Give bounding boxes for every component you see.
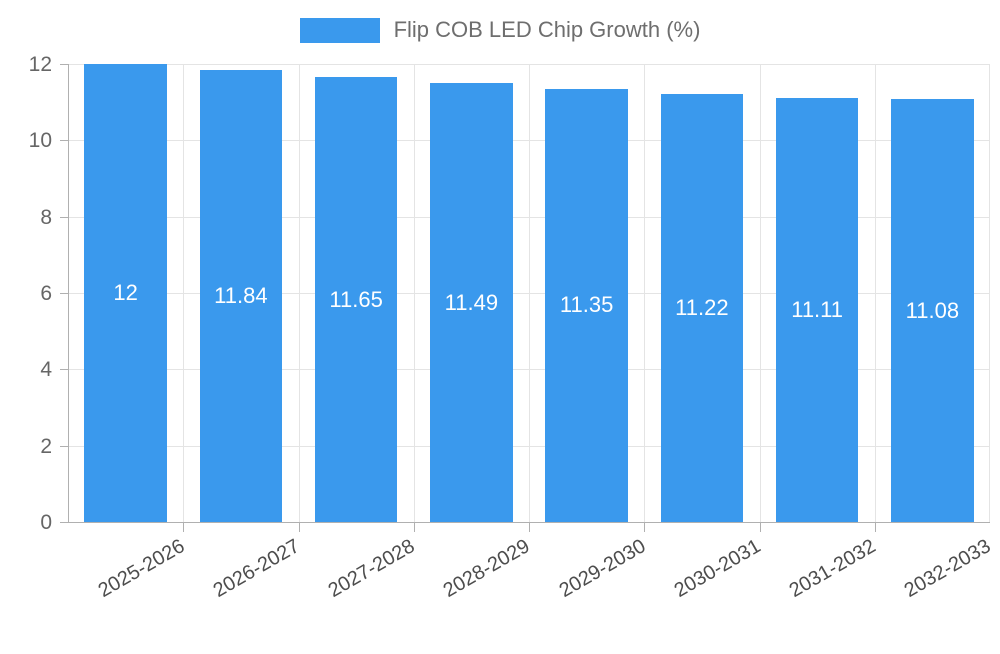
y-axis-tick-mark: [60, 293, 68, 294]
y-axis-tick-mark: [60, 140, 68, 142]
bar-value-label: 11.35: [559, 292, 614, 318]
bar-value-label: 11.65: [329, 286, 383, 312]
y-axis-tick-mark: [60, 64, 68, 65]
y-axis-tick-mark: [60, 522, 68, 523]
gridline-vertical: [644, 64, 645, 522]
bar-value-label: 11.84: [214, 283, 268, 309]
bar-value-label: 11.49: [444, 289, 499, 315]
bar-value-label: 11.11: [791, 296, 844, 322]
bar[interactable]: [430, 83, 513, 522]
y-axis-tick-label: 2: [40, 434, 52, 458]
y-axis-tick-label: 0: [40, 511, 52, 534]
x-axis-tick-mark: [760, 523, 761, 532]
chart-legend: Flip COB LED Chip Growth (%): [0, 10, 1000, 50]
bar[interactable]: [660, 93, 744, 522]
bar-chart: Flip COB LED Chip Growth (%) 12 11.84 11.6…: [0, 10, 1000, 602]
y-axis-tick-mark: [60, 445, 68, 447]
plot-area: 12 11.84 11.65 11.49 11.35 11.22 11.11 11.08: [68, 64, 990, 522]
bar-value-label: 11.22: [675, 294, 729, 320]
y-axis-tick-label: 8: [40, 205, 52, 229]
gridline-vertical: [875, 64, 876, 522]
y-axis-tick-label: 6: [40, 282, 52, 305]
bar[interactable]: [199, 70, 283, 522]
legend-item-flip-cob-led-chip-growth[interactable]: Flip COB LED Chip Growth (%): [299, 17, 701, 43]
legend-color-swatch-icon: [299, 17, 380, 43]
x-axis-tick-mark: [183, 523, 184, 532]
bar[interactable]: [84, 64, 167, 522]
gridline-vertical: [299, 64, 300, 522]
y-axis-tick-label: 12: [28, 53, 52, 76]
x-axis-tick-mark: [875, 523, 876, 532]
gridline-vertical: [183, 64, 184, 522]
gridline-vertical: [414, 64, 415, 522]
x-axis-tick-mark: [529, 523, 530, 532]
gridline-vertical: [529, 64, 530, 522]
bar-value-label: 11.08: [905, 297, 960, 323]
y-axis-tick-label: 4: [40, 358, 52, 382]
x-axis-tick-mark: [299, 523, 300, 532]
bar[interactable]: [891, 99, 974, 522]
y-axis-tick-mark: [60, 216, 68, 218]
bar[interactable]: [775, 97, 859, 522]
bar-value-label: 12: [113, 280, 138, 305]
x-axis-line: [68, 522, 990, 523]
y-axis-tick-mark: [60, 369, 68, 371]
x-axis-tick-mark: [414, 523, 415, 532]
bar[interactable]: [545, 88, 628, 522]
y-axis-tick-label: 10: [28, 129, 52, 153]
y-axis-line: [68, 64, 69, 522]
x-axis-tick-mark: [644, 523, 645, 532]
gridline-vertical: [760, 64, 761, 522]
legend-label: Flip COB LED Chip Growth (%): [393, 17, 701, 42]
bar[interactable]: [314, 77, 398, 522]
